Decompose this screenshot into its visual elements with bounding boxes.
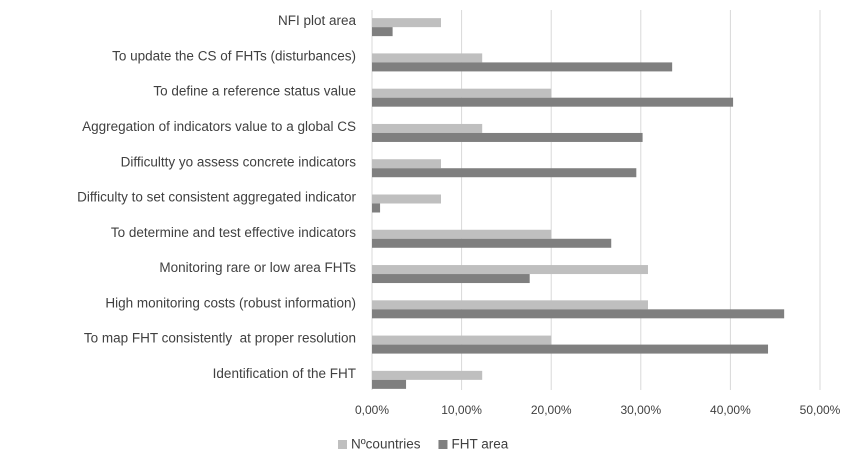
bar <box>372 168 637 178</box>
x-tick-label: 20,00% <box>531 403 572 417</box>
y-tick-label: Difficulty to set consistent aggregated … <box>77 190 356 205</box>
bar <box>372 344 769 354</box>
bar <box>372 123 483 133</box>
bar <box>372 335 552 345</box>
bar <box>372 159 441 169</box>
y-tick-label: To determine and test effective indicato… <box>111 225 356 240</box>
x-tick-label: 30,00% <box>620 403 661 417</box>
bar <box>372 379 407 389</box>
bar <box>372 203 381 213</box>
bar <box>372 309 785 319</box>
bar <box>372 229 552 239</box>
y-tick-label: High monitoring costs (robust informatio… <box>105 295 356 310</box>
bar <box>372 132 643 142</box>
bar <box>372 300 648 310</box>
y-tick-label: To define a reference status value <box>153 84 356 99</box>
bar <box>372 370 483 380</box>
x-tick-label: 50,00% <box>800 403 841 417</box>
bar <box>372 265 648 275</box>
bar <box>372 194 441 204</box>
y-tick-label: Aggregation of indicators value to a glo… <box>82 119 356 134</box>
y-tick-label: Monitoring rare or low area FHTs <box>159 260 356 275</box>
legend-swatch <box>338 440 347 449</box>
x-tick-label: 40,00% <box>710 403 751 417</box>
y-tick-label: To map FHT consistently at proper resolu… <box>84 331 356 346</box>
legend-label: Nºcountries <box>351 437 421 452</box>
bar <box>372 53 483 63</box>
legend-label: FHT area <box>451 437 508 452</box>
bar <box>372 238 612 248</box>
x-tick-label: 10,00% <box>441 403 482 417</box>
y-tick-label: To update the CS of FHTs (disturbances) <box>112 48 356 63</box>
bar <box>372 97 734 107</box>
bar <box>372 88 552 98</box>
x-tick-label: 0,00% <box>355 403 389 417</box>
legend-swatch <box>438 440 448 449</box>
y-tick-label: NFI plot area <box>278 13 357 28</box>
bar <box>372 274 530 284</box>
bar <box>372 27 393 37</box>
y-tick-label: Difficultty yo assess concrete indicator… <box>121 154 357 169</box>
bar <box>372 62 673 72</box>
bar <box>372 18 441 28</box>
y-tick-label: Identification of the FHT <box>213 366 356 381</box>
